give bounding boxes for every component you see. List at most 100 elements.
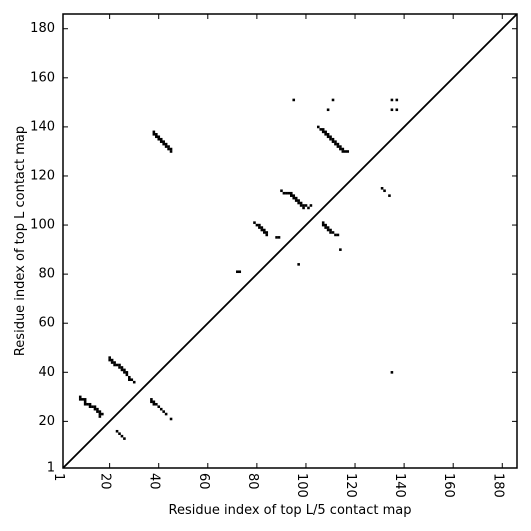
- contact-point: [326, 133, 330, 136]
- contact-point: [321, 128, 325, 131]
- contact-point: [297, 263, 300, 266]
- contact-point: [120, 434, 124, 438]
- contact-point: [260, 226, 264, 229]
- contact-point: [297, 201, 300, 205]
- y-tick-label: 180: [30, 21, 55, 36]
- contact-point: [285, 191, 288, 195]
- contact-point: [93, 407, 97, 411]
- contact-point: [115, 363, 119, 367]
- contact-point: [316, 125, 320, 129]
- contact-point: [96, 410, 99, 413]
- contact-point: [324, 130, 327, 134]
- contact-points: [78, 98, 399, 440]
- contact-point: [120, 366, 124, 369]
- contact-point: [118, 366, 121, 369]
- contact-point: [159, 140, 163, 143]
- contact-point: [326, 108, 330, 112]
- contact-point: [120, 368, 124, 372]
- contact-point: [128, 378, 131, 382]
- contact-point: [290, 194, 293, 197]
- contact-point: [297, 199, 300, 202]
- contact-point: [294, 199, 298, 202]
- contact-point: [83, 400, 87, 404]
- y-tick-label: 40: [38, 365, 55, 380]
- contact-point: [324, 223, 327, 227]
- contact-point: [125, 371, 129, 374]
- contact-point: [169, 147, 173, 151]
- contact-point: [383, 189, 386, 193]
- contact-point: [253, 221, 256, 224]
- contact-point: [83, 398, 87, 401]
- contact-point: [302, 204, 305, 207]
- contact-point: [150, 400, 153, 404]
- contact-point: [155, 402, 158, 406]
- x-tick-label: 120: [343, 473, 358, 498]
- contact-point: [157, 137, 161, 141]
- y-tick-label: 1: [47, 461, 55, 476]
- contact-point: [108, 358, 111, 362]
- contact-point: [152, 133, 156, 136]
- contact-point: [329, 137, 332, 141]
- contact-point: [329, 228, 332, 232]
- diagonal-line: [62, 13, 518, 469]
- contact-point: [167, 147, 170, 151]
- contact-point: [125, 373, 129, 377]
- contact-point: [321, 130, 325, 134]
- contact-point: [169, 150, 173, 153]
- contact-point: [238, 270, 242, 274]
- contact-point: [152, 130, 156, 134]
- contact-point: [326, 226, 330, 229]
- contact-point: [78, 398, 82, 401]
- contact-point: [236, 270, 239, 274]
- contact-point: [91, 405, 94, 408]
- contact-point: [390, 108, 394, 112]
- contact-point: [113, 361, 116, 364]
- contact-point: [336, 233, 340, 237]
- contact-point: [321, 221, 325, 224]
- contact-point: [110, 361, 114, 364]
- contact-point: [302, 206, 305, 210]
- contact-point: [108, 356, 111, 359]
- contact-point: [331, 231, 335, 234]
- contact-point: [265, 231, 269, 234]
- contact-point: [290, 191, 293, 195]
- contact-point: [292, 98, 296, 102]
- y-tick-label: 140: [30, 119, 55, 134]
- contact-point: [78, 395, 82, 399]
- contact-point: [336, 145, 340, 148]
- contact-point: [155, 133, 158, 136]
- x-tick-label: 20: [98, 473, 113, 490]
- contact-point: [326, 228, 330, 232]
- contact-point: [339, 147, 342, 151]
- contact-point: [98, 415, 102, 418]
- contact-point: [152, 402, 156, 406]
- y-axis-title: Residue index of top L contact map: [13, 126, 28, 356]
- contact-point: [280, 189, 283, 193]
- x-axis-title: Residue index of top L/5 contact map: [169, 503, 412, 518]
- contact-point: [83, 402, 87, 406]
- contact-point: [155, 135, 158, 139]
- contact-point: [118, 432, 121, 435]
- contact-point: [395, 98, 399, 102]
- contact-point: [339, 248, 342, 251]
- contact-point: [287, 191, 291, 195]
- contact-point: [157, 135, 161, 139]
- x-tick-label: 180: [490, 473, 505, 498]
- contact-point: [329, 135, 332, 139]
- contact-point: [331, 137, 335, 141]
- contact-point: [162, 140, 165, 143]
- contact-point: [346, 150, 350, 153]
- contact-point: [324, 133, 327, 136]
- contact-point: [110, 358, 114, 362]
- contact-point: [275, 236, 278, 239]
- contact-point: [341, 147, 345, 151]
- contact-point: [157, 405, 161, 408]
- contact-point: [334, 233, 337, 237]
- contact-point: [164, 145, 168, 148]
- contact-point: [86, 402, 89, 406]
- contact-point: [307, 206, 310, 210]
- contact-point: [81, 398, 84, 401]
- contact-point: [159, 407, 163, 411]
